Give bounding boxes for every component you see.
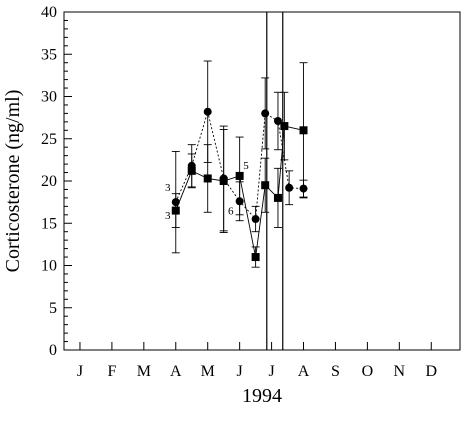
- x-tick-label: D: [425, 363, 437, 380]
- y-tick-label: 30: [41, 89, 57, 106]
- y-tick-label: 25: [41, 131, 57, 148]
- sample-size-label: 3: [165, 210, 171, 222]
- y-tick-label: 40: [41, 4, 57, 21]
- sample-size-label: 6: [228, 206, 234, 218]
- square-marker: [187, 166, 196, 175]
- data-markers: [171, 107, 308, 262]
- circle-marker: [285, 183, 294, 192]
- circle-marker: [299, 184, 308, 193]
- circle-marker: [203, 107, 212, 116]
- square-marker: [203, 174, 212, 183]
- x-axis-title: 1994: [242, 385, 282, 407]
- y-tick-label: 5: [49, 300, 57, 317]
- x-tick-label: J: [268, 363, 274, 380]
- vertical-lines: [266, 12, 284, 350]
- x-tick-label: A: [170, 363, 182, 380]
- circle-marker: [235, 197, 244, 206]
- x-tick-label: J: [237, 363, 243, 380]
- x-tick-label: O: [362, 363, 374, 380]
- x-tick-label: A: [298, 363, 310, 380]
- square-marker: [171, 206, 180, 215]
- y-axis-title: Corticosterone (ng/ml): [2, 90, 24, 273]
- y-tick-label: 0: [49, 342, 57, 359]
- square-marker: [299, 126, 308, 135]
- x-tick-label: N: [394, 363, 406, 380]
- square-marker: [280, 122, 289, 131]
- plot-frame: [63, 11, 461, 351]
- square-marker: [251, 253, 260, 262]
- square-marker: [219, 177, 228, 185]
- x-tick-label: F: [107, 363, 116, 380]
- sample-size-label: 3: [165, 182, 171, 194]
- series-line: [175, 125, 304, 258]
- circle-marker: [171, 198, 180, 207]
- circle-marker: [251, 215, 260, 224]
- circle-marker: [273, 117, 282, 126]
- square-marker: [261, 181, 270, 190]
- y-tick-label: 10: [41, 258, 57, 275]
- square-marker: [273, 193, 282, 202]
- error-bars: [171, 60, 308, 268]
- y-tick-label: 35: [41, 46, 57, 63]
- x-tick-label: J: [77, 363, 83, 380]
- circle-marker: [261, 109, 270, 118]
- series-line: [175, 109, 304, 221]
- sample-size-label: 5: [243, 160, 249, 172]
- x-tick-label: S: [331, 363, 340, 380]
- square-marker: [235, 171, 244, 180]
- x-tick-label: M: [201, 363, 215, 380]
- y-tick-label: 15: [41, 215, 57, 232]
- series-lines: [175, 109, 304, 258]
- x-tick-label: M: [137, 363, 151, 380]
- point-annotations: 3 3 6 5: [165, 160, 249, 222]
- y-tick-label: 20: [41, 173, 57, 190]
- y-axis-ticks: 0 5 10 15 20 25 30 35 40: [41, 4, 72, 359]
